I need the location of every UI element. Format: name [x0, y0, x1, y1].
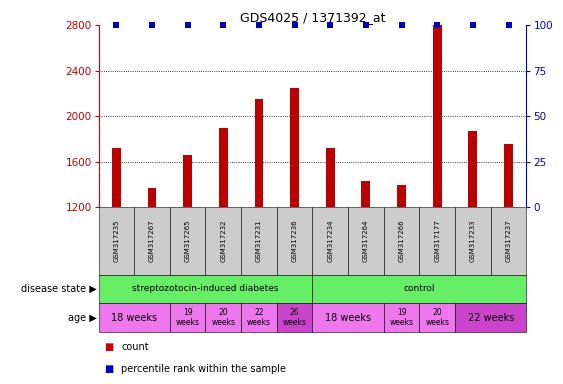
Title: GDS4025 / 1371392_at: GDS4025 / 1371392_at: [240, 11, 385, 24]
Text: 19
weeks: 19 weeks: [390, 308, 414, 328]
Text: ■: ■: [104, 342, 113, 352]
Bar: [183, 155, 192, 207]
Bar: [254, 99, 263, 207]
Text: streptozotocin-induced diabetes: streptozotocin-induced diabetes: [132, 285, 279, 293]
Text: GSM317266: GSM317266: [399, 220, 405, 262]
Text: 20
weeks: 20 weeks: [425, 308, 449, 328]
Text: count: count: [121, 342, 149, 352]
Text: GSM317265: GSM317265: [185, 220, 191, 262]
Bar: [361, 181, 370, 207]
Bar: [504, 144, 513, 207]
Text: 18 weeks: 18 weeks: [111, 313, 157, 323]
Text: control: control: [404, 285, 435, 293]
Text: GSM317234: GSM317234: [327, 220, 333, 262]
Text: GSM317264: GSM317264: [363, 220, 369, 262]
Text: 19
weeks: 19 weeks: [176, 308, 200, 328]
Text: disease state ▶: disease state ▶: [21, 284, 97, 294]
Text: GSM317233: GSM317233: [470, 220, 476, 262]
Bar: [326, 148, 335, 207]
Text: GSM317177: GSM317177: [434, 220, 440, 262]
Text: GSM317232: GSM317232: [220, 220, 226, 262]
Text: ■: ■: [104, 364, 113, 374]
Text: GSM317235: GSM317235: [113, 220, 119, 262]
Bar: [433, 25, 442, 207]
Text: GSM317236: GSM317236: [292, 220, 298, 262]
Bar: [112, 148, 121, 207]
Text: GSM317267: GSM317267: [149, 220, 155, 262]
Bar: [290, 88, 299, 207]
Text: GSM317237: GSM317237: [506, 220, 512, 262]
Text: 22
weeks: 22 weeks: [247, 308, 271, 328]
Bar: [468, 131, 477, 207]
Text: percentile rank within the sample: percentile rank within the sample: [121, 364, 286, 374]
Text: 26
weeks: 26 weeks: [283, 308, 307, 328]
Bar: [397, 185, 406, 207]
Text: GSM317231: GSM317231: [256, 220, 262, 262]
Text: age ▶: age ▶: [68, 313, 97, 323]
Bar: [148, 188, 157, 207]
Text: 18 weeks: 18 weeks: [325, 313, 371, 323]
Bar: [219, 127, 228, 207]
Text: 22 weeks: 22 weeks: [467, 313, 514, 323]
Text: 20
weeks: 20 weeks: [211, 308, 235, 328]
